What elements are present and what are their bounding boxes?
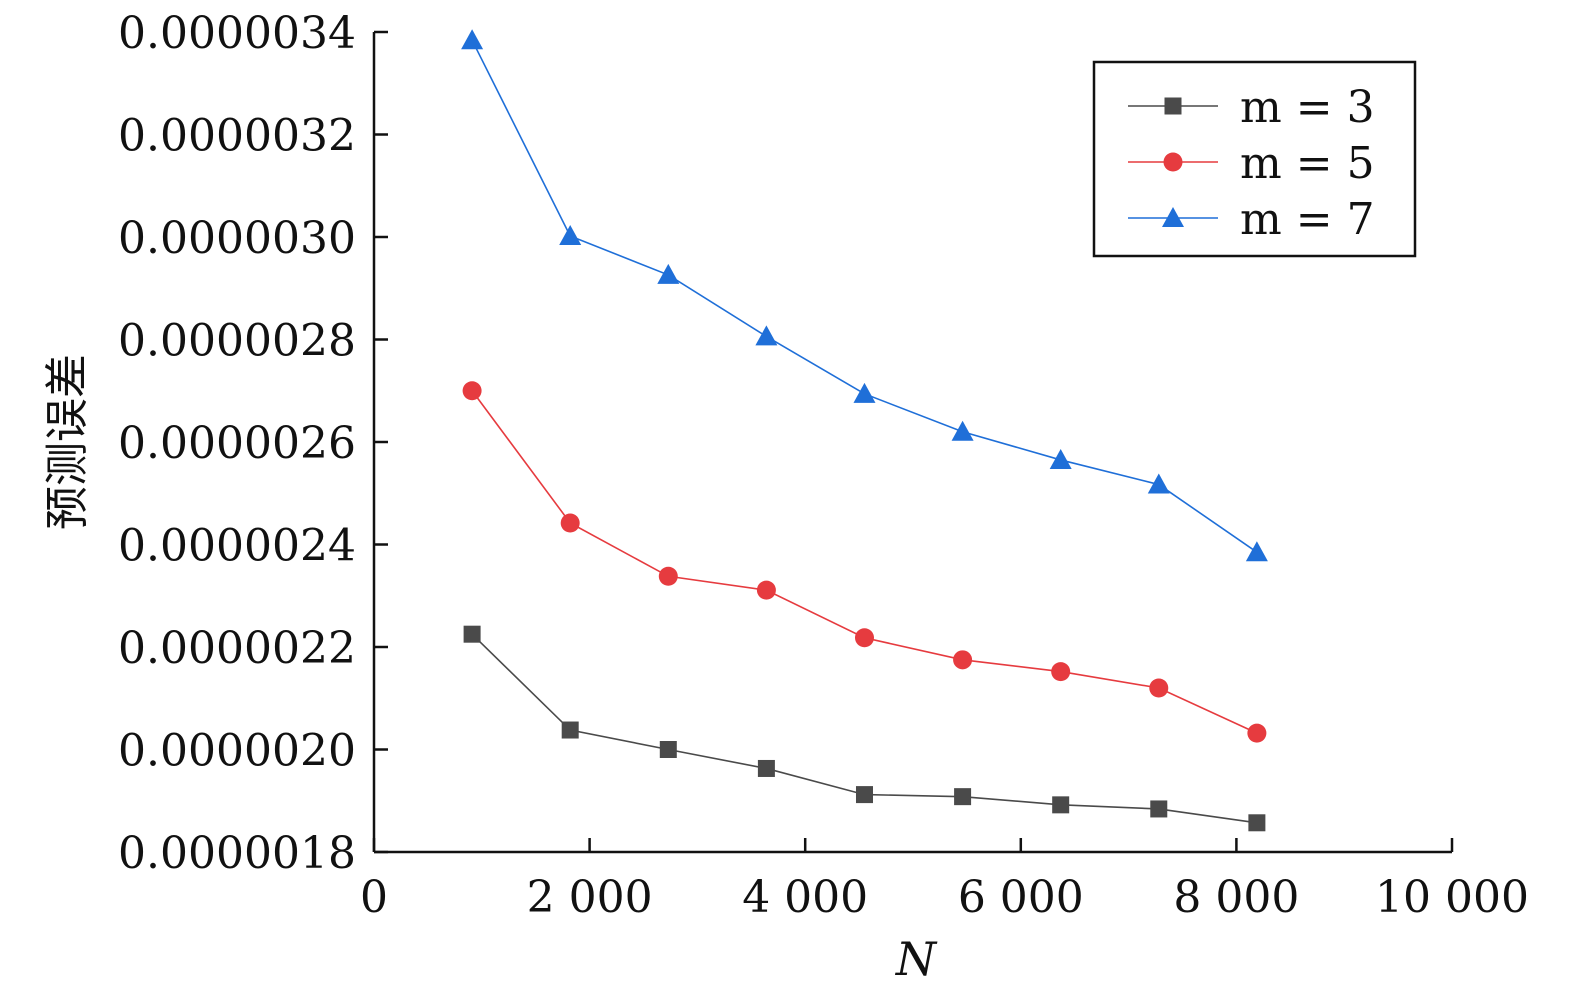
data-point	[756, 580, 776, 600]
series-3	[461, 29, 1268, 562]
data-point	[1248, 814, 1266, 832]
series-1	[463, 625, 1266, 832]
series-2	[462, 381, 1267, 743]
y-tick-label: 0.0000026	[118, 418, 356, 469]
x-tick-label: 8 000	[1173, 872, 1299, 923]
y-axis-title: 预测误差	[42, 354, 93, 530]
y-tick-label: 0.0000032	[118, 111, 356, 162]
data-point	[953, 650, 973, 670]
y-tick-label: 0.0000030	[118, 213, 356, 264]
data-point	[1049, 448, 1072, 469]
legend-label: m = 7	[1240, 194, 1375, 245]
y-tick-label: 0.0000020	[118, 726, 356, 777]
legend-label: m = 5	[1240, 138, 1375, 189]
tick-labels: 0.0000018 0.0000020 0.0000022 0.0000024 0.00…	[118, 8, 1529, 923]
data-point	[1149, 678, 1169, 698]
data-point	[657, 263, 680, 284]
series-layer	[461, 29, 1268, 832]
y-tick-label: 0.0000028	[118, 316, 356, 367]
data-point	[757, 759, 775, 777]
data-point	[855, 786, 873, 804]
data-point	[559, 224, 582, 245]
series-line	[471, 390, 1258, 734]
data-point	[854, 628, 874, 648]
data-point	[658, 566, 678, 586]
y-tick-label: 0.0000022	[118, 623, 356, 674]
data-point	[1052, 796, 1070, 814]
x-tick-label: 0	[360, 872, 388, 923]
data-point	[659, 741, 677, 758]
legend: m = 3m = 5m = 7	[1092, 60, 1417, 258]
x-tick-label: 10 000	[1375, 872, 1529, 923]
data-point	[561, 721, 579, 739]
x-tick-label: 6 000	[958, 872, 1084, 923]
data-point	[462, 381, 482, 401]
legend-box	[1092, 60, 1417, 258]
data-point	[560, 513, 580, 533]
data-point	[951, 420, 974, 441]
data-point	[463, 625, 481, 643]
data-point	[853, 382, 876, 403]
legend-label: m = 3	[1240, 82, 1375, 133]
y-tick-label: 0.0000034	[118, 8, 356, 59]
data-point	[954, 788, 972, 806]
legend-marker	[1163, 152, 1183, 172]
data-point	[1051, 662, 1071, 682]
data-point	[1150, 800, 1168, 818]
y-tick-label: 0.0000024	[118, 521, 356, 572]
legend-marker	[1164, 97, 1182, 115]
x-tick-label: 2 000	[527, 872, 653, 923]
data-point	[461, 29, 484, 50]
x-axis-title: N	[895, 932, 938, 986]
data-point	[1247, 723, 1267, 743]
data-point	[755, 325, 778, 346]
data-point	[1245, 541, 1268, 562]
legend-item: m = 7	[1128, 194, 1375, 245]
x-tick-label: 4 000	[742, 872, 868, 923]
legend-item: m = 3	[1128, 82, 1375, 133]
data-point	[1147, 473, 1170, 494]
y-tick-label: 0.0000018	[118, 828, 356, 879]
ticks	[372, 30, 1454, 854]
legend-marker	[1162, 207, 1184, 227]
legend-item: m = 5	[1128, 138, 1375, 189]
